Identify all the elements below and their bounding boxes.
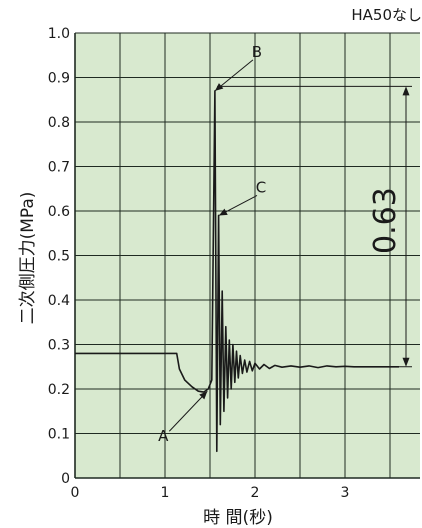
y-tick-label: 0.2 — [48, 382, 70, 398]
annotation-arrowhead — [214, 83, 224, 91]
y-tick-label: 0 — [61, 471, 70, 487]
y-tick-label: 0.4 — [48, 293, 70, 309]
series-line — [75, 90, 399, 453]
y-tick-label: 0.5 — [48, 249, 70, 265]
range-marker-label: 0.63 — [368, 187, 403, 254]
annotation-leader — [168, 390, 208, 432]
x-tick-label: 0 — [71, 485, 80, 501]
x-axis-title: 時 間(秒) — [203, 508, 273, 528]
x-tick-label: 1 — [161, 485, 170, 501]
series-layer — [75, 90, 399, 453]
y-tick-label: 0.8 — [48, 115, 70, 131]
y-tick-label: 0.1 — [48, 427, 70, 443]
y-tick-label: 0.7 — [48, 160, 70, 176]
y-tick-label: 0.3 — [48, 338, 70, 354]
annotation-leader — [214, 59, 254, 92]
x-tick-label: 3 — [341, 485, 350, 501]
y-tick-label: 1.0 — [48, 26, 70, 42]
annotation-label: C — [256, 178, 266, 196]
annotation-label: A — [158, 427, 169, 445]
top-note: HA50なし — [351, 6, 422, 24]
y-axis-title: 二次側圧力(MPa) — [18, 192, 38, 325]
tick-labels: 0 0.1 0.2 0.3 0.4 0.5 0.6 0.7 0.8 0.9 1.0 0 1 2 3 — [48, 26, 350, 501]
annotation-arrowhead — [199, 391, 208, 400]
y-tick-label: 0.6 — [48, 204, 70, 220]
grid — [74, 32, 420, 479]
x-tick-label: 2 — [251, 485, 260, 501]
y-tick-label: 0.9 — [48, 71, 70, 87]
annotation-label: B — [252, 43, 262, 61]
range-marker-arrow-down — [402, 357, 410, 367]
annotations: A B C 0.63 — [158, 43, 412, 445]
range-marker-arrow-up — [402, 86, 410, 96]
annotation-arrowhead — [219, 208, 228, 216]
